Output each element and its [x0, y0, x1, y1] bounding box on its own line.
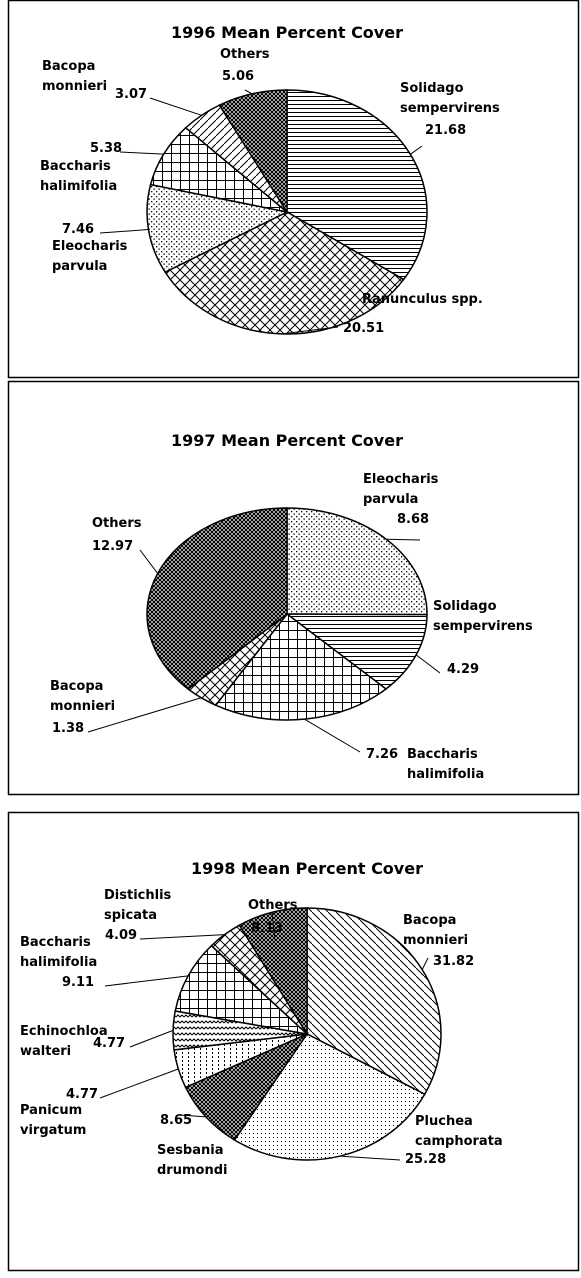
- leader-line: [99, 1068, 179, 1099]
- leader-line: [104, 975, 189, 987]
- slice-label: Others: [248, 898, 298, 913]
- value-label: 12.97: [92, 539, 133, 554]
- pie-slice: [284, 613, 428, 690]
- slice-label: Sesbania drumondi: [157, 1143, 227, 1178]
- leader-line: [304, 718, 361, 753]
- slice-label: Eleocharis parvula: [363, 472, 439, 507]
- leader-line: [87, 697, 202, 733]
- panel-frame: [7, 811, 580, 1272]
- leader-line: [149, 97, 202, 116]
- slice-label: Distichlis spicata: [104, 888, 172, 923]
- slice-label: Solidago sempervirens: [433, 599, 533, 634]
- panel-frame: [7, 0, 580, 379]
- value-label: 1.38: [52, 721, 84, 736]
- value-label: 4.09: [105, 928, 137, 943]
- leader-line: [99, 229, 149, 234]
- pie-slice: [214, 612, 388, 721]
- value-label: 5.38: [90, 141, 122, 156]
- value-label: 3.07: [115, 87, 147, 102]
- pie-slice: [146, 507, 288, 690]
- panel-frame: [7, 380, 580, 796]
- pie-slice: [233, 1033, 426, 1161]
- leader-line: [415, 654, 441, 674]
- value-label: 4.77: [66, 1087, 98, 1102]
- pie-slice: [174, 944, 310, 1036]
- slice-label: Bacopa monnieri: [42, 59, 107, 94]
- slice-label: Pluchea camphorata: [415, 1114, 503, 1149]
- value-label: 20.51: [343, 321, 384, 336]
- slice-label: Panicum virgatum: [20, 1103, 86, 1138]
- leader-line: [139, 549, 159, 574]
- slice-label: Solidago sempervirens: [400, 81, 500, 116]
- value-label: 9.11: [62, 975, 94, 990]
- value-label: 4.29: [447, 662, 479, 677]
- leader-line: [244, 89, 253, 95]
- leader-line: [386, 538, 421, 541]
- leader-line: [281, 326, 339, 335]
- slice-label: Baccharis halimifolia: [40, 159, 117, 194]
- pie-slice: [306, 907, 442, 1096]
- slice-label: Eleocharis parvula: [52, 239, 128, 274]
- leader-line: [129, 1029, 174, 1048]
- pie-slice: [286, 507, 428, 616]
- leader-line: [119, 151, 164, 155]
- slice-label: Bacopa monnieri: [50, 679, 115, 714]
- value-label: 5.06: [222, 69, 254, 84]
- value-label: 7.26: [366, 747, 398, 762]
- leader-line: [410, 145, 423, 155]
- pie-slice: [218, 89, 288, 215]
- value-label: 4.77: [93, 1036, 125, 1051]
- value-label: 8.13: [251, 921, 283, 936]
- leader-line: [340, 1155, 401, 1161]
- pie-slice: [146, 183, 290, 274]
- slice-label: Others: [220, 47, 270, 62]
- leader-line: [139, 934, 225, 940]
- pie-slice: [238, 907, 308, 1037]
- chart-title: 1998 Mean Percent Cover: [191, 859, 423, 878]
- value-label: 21.68: [425, 123, 466, 138]
- value-label: 31.82: [433, 954, 474, 969]
- value-label: 8.65: [160, 1113, 192, 1128]
- chart-title: 1997 Mean Percent Cover: [171, 431, 403, 450]
- value-label: 25.28: [405, 1152, 446, 1167]
- leader-line: [421, 957, 429, 970]
- leader-line: [271, 912, 276, 941]
- slice-label: Baccharis halimifolia: [20, 935, 97, 970]
- slice-label: Bacopa monnieri: [403, 913, 468, 948]
- slice-label: Ranunculus spp.: [362, 292, 483, 307]
- slice-label: Echinochloa walteri: [20, 1024, 108, 1059]
- slice-label: Others: [92, 516, 142, 531]
- value-label: 7.46: [62, 222, 94, 237]
- leader-line: [179, 1114, 207, 1118]
- value-label: 8.68: [397, 512, 429, 527]
- slice-label: Baccharis halimifolia: [407, 747, 484, 782]
- chart-title: 1996 Mean Percent Cover: [171, 23, 403, 42]
